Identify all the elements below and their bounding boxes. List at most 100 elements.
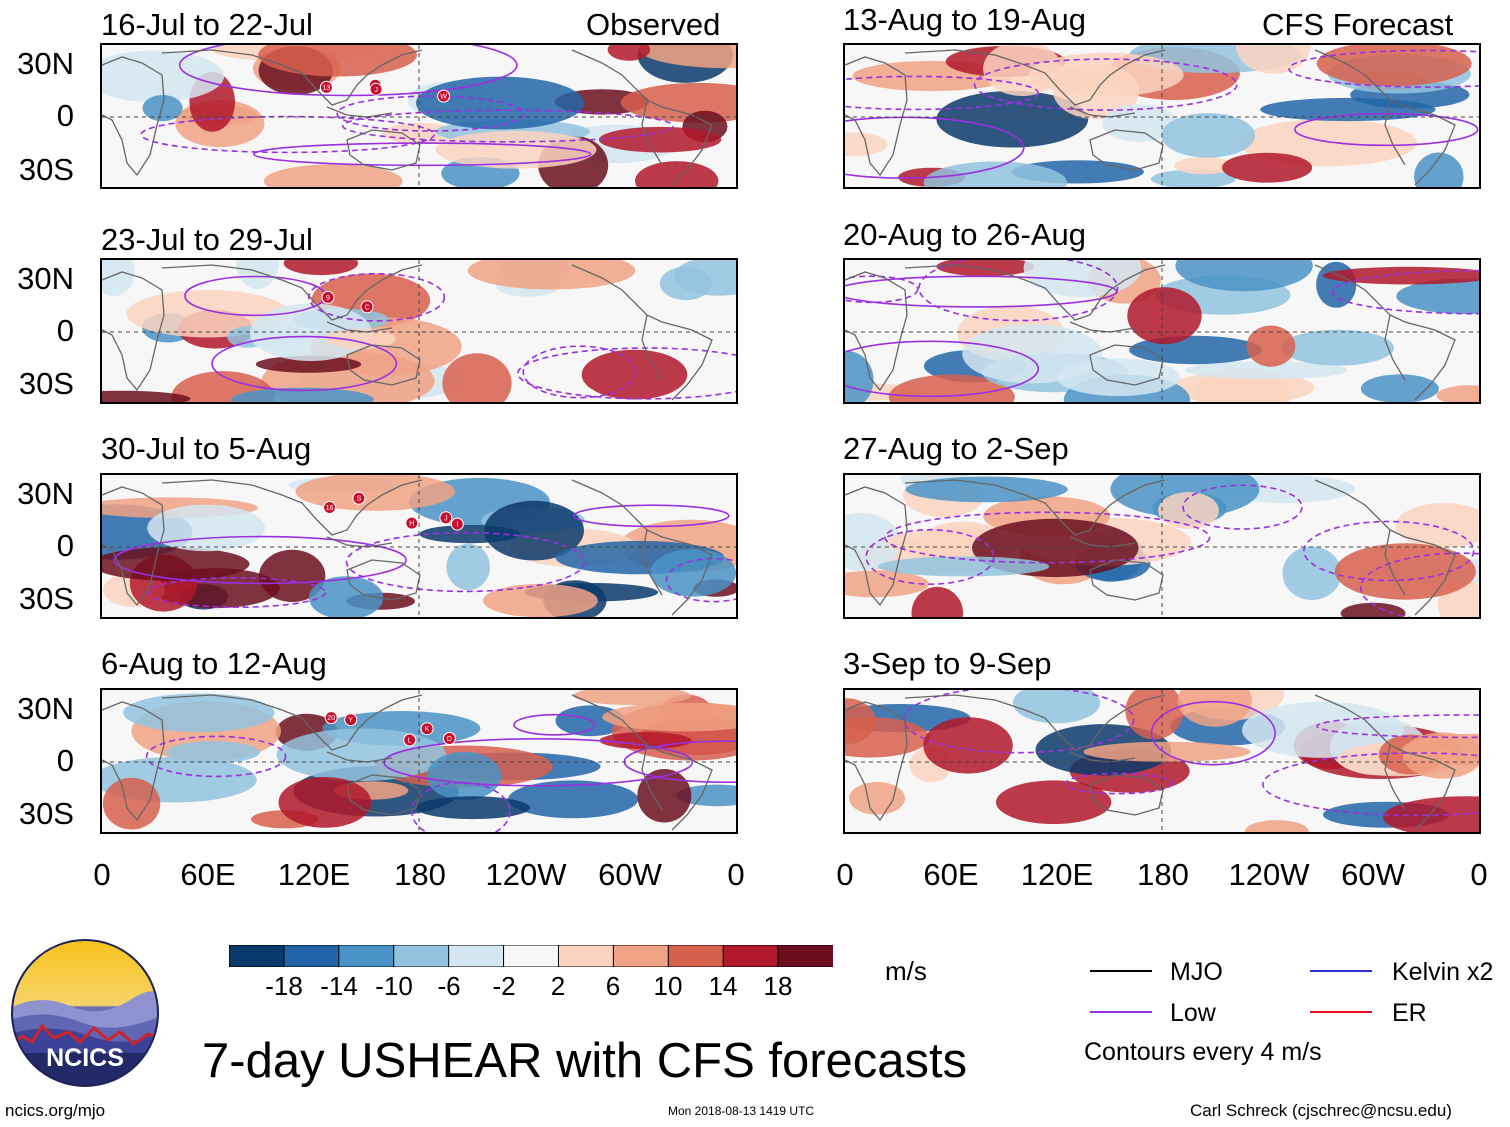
storm-marker: I: [450, 517, 464, 531]
shear-anomaly: [147, 504, 265, 552]
storm-marker: Y: [344, 713, 358, 727]
storm-marker: 9: [321, 290, 335, 304]
shear-anomaly: [415, 796, 531, 820]
ylabel-30s: 30S: [18, 366, 74, 401]
low-contour: [1294, 112, 1479, 147]
shear-anomaly: [635, 161, 719, 187]
storm-marker: L: [403, 733, 417, 747]
coastline: [1314, 264, 1456, 401]
low-contour: [845, 275, 919, 304]
coastline: [641, 314, 663, 381]
shear-anomaly: [1282, 546, 1342, 600]
colorbar-unit: m/s: [885, 956, 927, 986]
shear-anomaly: [1150, 169, 1236, 187]
low-contour: [845, 340, 1040, 398]
low-contour: [113, 535, 407, 585]
shear-anomaly: [102, 777, 161, 830]
storm-marker: J: [369, 82, 383, 96]
shear-anomaly: [1127, 287, 1202, 345]
website-link[interactable]: ncics.org/mjo: [5, 1101, 106, 1120]
map-panel-forecast-4: [843, 688, 1481, 834]
ylabel-30n: 30N: [17, 691, 74, 726]
shear-anomaly: [1013, 690, 1101, 724]
forecast-label: CFS Forecast: [1262, 7, 1454, 42]
ylabel-30n: 30N: [17, 476, 74, 511]
shear-anomaly: [276, 728, 447, 781]
shear-anomaly: [1161, 113, 1256, 158]
shear-anomaly: [283, 260, 359, 276]
ylabel-eq: 0: [56, 743, 74, 778]
shear-anomaly: [607, 45, 651, 61]
legend-er: ER: [1392, 999, 1427, 1027]
shear-anomaly: [637, 769, 692, 823]
xlabel: 60W: [1341, 857, 1405, 892]
svg-text:W: W: [440, 94, 447, 101]
shear-anomaly: [936, 90, 1089, 148]
svg-text:C: C: [365, 304, 370, 311]
shear-anomaly: [1340, 602, 1406, 617]
colorbar-swatch: [338, 944, 395, 968]
low-contour: [1303, 520, 1475, 582]
coastline: [571, 694, 713, 831]
legend-contour-note: Contours every 4 m/s: [1084, 1038, 1322, 1066]
storm-marker: 16: [323, 501, 337, 514]
shear-anomaly: [1158, 492, 1219, 529]
author-credit: Carl Schreck (cjschrec@ncsu.edu): [1190, 1101, 1452, 1120]
colorbar-label: -14: [320, 971, 358, 1001]
coastline: [1384, 99, 1406, 166]
colorbar-label: -6: [437, 971, 461, 1001]
colorbar-swatch: [557, 944, 615, 968]
map-panel-forecast-1: [843, 43, 1481, 189]
ylabel-eq: 0: [56, 528, 74, 563]
low-contour: [1064, 772, 1174, 795]
low-contour: [513, 713, 596, 736]
coastline: [641, 529, 663, 596]
coastline: [1069, 751, 1136, 763]
shear-anomaly: [581, 349, 688, 400]
colorbar-swatch: [722, 944, 780, 968]
xlabel: 120E: [277, 857, 351, 892]
map-panel-observed-3: 16 S H J I: [100, 473, 738, 619]
coastline: [641, 99, 663, 166]
shear-anomaly: [435, 130, 597, 169]
shear-anomaly: [1396, 278, 1479, 315]
panel-title-observed-4: 6-Aug to 12-Aug: [101, 646, 327, 681]
storm-marker: K: [420, 722, 434, 736]
xlabel: 60E: [180, 857, 236, 892]
coastline: [346, 774, 421, 816]
panel-title-observed-3: 30-Jul to 5-Aug: [101, 431, 312, 466]
map-panel-forecast-2: [843, 258, 1481, 404]
shear-anomaly: [659, 266, 712, 301]
shear-anomaly: [1334, 543, 1476, 600]
shear-anomaly: [923, 717, 1013, 774]
xlabel: 180: [394, 857, 446, 892]
shear-anomaly: [1402, 732, 1479, 779]
colorbar-swatch: [612, 944, 670, 968]
ylabel-30s: 30S: [18, 581, 74, 616]
xlabel: 120W: [485, 857, 567, 892]
low-contour: [522, 345, 637, 399]
shear-anomaly: [1102, 104, 1177, 142]
svg-text:L: L: [408, 738, 412, 745]
xlabel: 0: [1470, 857, 1488, 892]
shear-anomaly: [467, 260, 636, 290]
shear-anomaly: [1395, 503, 1479, 549]
shear-anomaly: [1246, 325, 1296, 367]
legend-low: Low: [1170, 999, 1216, 1027]
shear-anomaly: [923, 161, 1068, 187]
coastline: [102, 56, 165, 177]
shear-anomaly: [573, 690, 691, 706]
panel-title-forecast-3: 27-Aug to 2-Sep: [843, 431, 1069, 466]
xlabel: 0: [93, 857, 111, 892]
panel-title-observed-2: 23-Jul to 29-Jul: [101, 222, 313, 257]
shear-anomaly: [123, 693, 275, 733]
low-contour: [1262, 752, 1479, 817]
low-contour: [341, 109, 674, 143]
shear-anomaly: [849, 782, 906, 815]
colorbar-swatch: [667, 944, 725, 968]
low-contour: [1359, 552, 1479, 617]
svg-text:Y: Y: [348, 717, 353, 724]
coastline: [102, 486, 165, 607]
shear-anomaly: [1185, 361, 1348, 380]
svg-text:20: 20: [327, 715, 335, 722]
